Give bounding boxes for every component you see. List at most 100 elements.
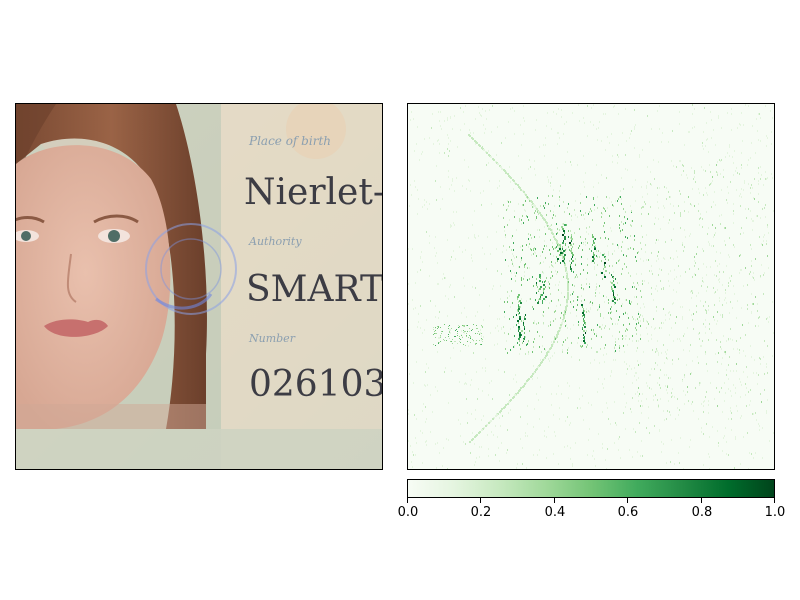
heatmap-cell [504,371,505,373]
heatmap-cell [619,196,620,198]
heatmap-cell [611,311,612,313]
heatmap-cell [514,335,515,337]
heatmap-cell [462,185,463,187]
heatmap-cell [597,391,598,393]
heatmap-cell [634,126,635,128]
heatmap-cell [642,405,643,407]
heatmap-cell [520,189,522,191]
heatmap-cell [640,258,641,260]
heatmap-cell [507,403,509,405]
heatmap-cell [638,400,639,402]
document-image-panel: Place of birth Nierlet- Authority SMART … [15,103,383,470]
colorbar-tick-label: 0.0 [397,505,419,520]
heatmap-cell [626,363,627,365]
heatmap-cell [655,217,656,219]
heatmap-cell [668,377,669,379]
heatmap-cell [682,316,683,318]
heatmap-cell [657,364,658,366]
heatmap-cell [611,286,612,288]
heatmap-cell [602,383,603,385]
heatmap-cell [426,231,427,233]
heatmap-cell [663,410,664,412]
heatmap-cell [705,145,706,147]
heatmap-cell [475,237,476,239]
heatmap-cell [622,268,623,270]
heatmap-cell [723,169,724,171]
heatmap-cell [604,208,605,210]
heatmap-cell [667,410,668,412]
heatmap-cell [705,170,706,172]
heatmap-cell [611,282,613,284]
heatmap-cell [546,214,547,216]
heatmap-cell [435,443,436,445]
heatmap-cell [758,167,759,169]
heatmap-cell [760,140,761,142]
heatmap-cell [594,204,595,206]
heatmap-cell [472,286,473,288]
heatmap-cell [656,239,657,241]
heatmap-cell [711,245,712,247]
heatmap-cell [728,378,729,380]
heatmap-cell [623,412,624,414]
heatmap-cell [651,326,652,328]
heatmap-cell [582,249,583,251]
heatmap-cell [471,330,472,331]
heatmap-cell [416,361,417,363]
heatmap-cell [528,246,529,248]
heatmap-cell [483,336,484,338]
heatmap-cell [492,418,494,420]
heatmap-cell [543,288,545,290]
heatmap-cell [612,265,613,267]
heatmap-cell [642,206,643,208]
heatmap-cell [552,233,554,235]
heatmap-cell [737,172,738,174]
heatmap-cell [602,278,603,280]
heatmap-cell [526,380,528,382]
heatmap-cell [504,316,505,318]
heatmap-cell [677,407,678,409]
heatmap-cell [766,145,767,147]
heatmap-cell [481,446,482,448]
heatmap-cell [734,150,735,152]
heatmap-cell [735,170,736,172]
heatmap-cell [733,348,734,350]
heatmap-cell [641,225,642,227]
heatmap-cell [615,350,616,352]
heatmap-cell [540,386,541,388]
heatmap-cell [438,139,439,141]
heatmap-cell [568,397,569,399]
heatmap-cell [677,398,678,400]
heatmap-cell [466,383,467,385]
heatmap-cell [611,133,612,135]
heatmap-cell [551,393,552,395]
heatmap-cell [517,309,518,311]
heatmap-cell [621,273,622,275]
heatmap-cell [475,461,476,463]
heatmap-cell [750,157,751,159]
heatmap-cell [636,340,637,342]
heatmap-cell [541,351,542,353]
heatmap-cell [658,274,659,276]
heatmap-cell [527,267,528,269]
heatmap-cell [593,124,594,126]
heatmap-cell [465,373,466,375]
heatmap-cell [481,325,482,326]
heatmap-cell [708,241,709,243]
heatmap-cell [707,370,708,372]
heatmap-cell [511,278,512,280]
heatmap-cell [693,313,694,315]
heatmap-cell [612,323,613,325]
heatmap-cell [641,213,642,215]
heatmap-cell [475,333,476,334]
heatmap-cell [631,130,632,132]
heatmap-cell [435,236,436,238]
heatmap-cell [658,161,659,163]
heatmap-cell [522,215,523,217]
heatmap-cell [532,378,533,380]
heatmap-cell [443,339,444,340]
heatmap-cell [634,109,635,111]
heatmap-cell [613,359,614,361]
heatmap-cell [545,257,546,259]
heatmap-cell [585,244,586,246]
heatmap-cell [537,197,538,199]
